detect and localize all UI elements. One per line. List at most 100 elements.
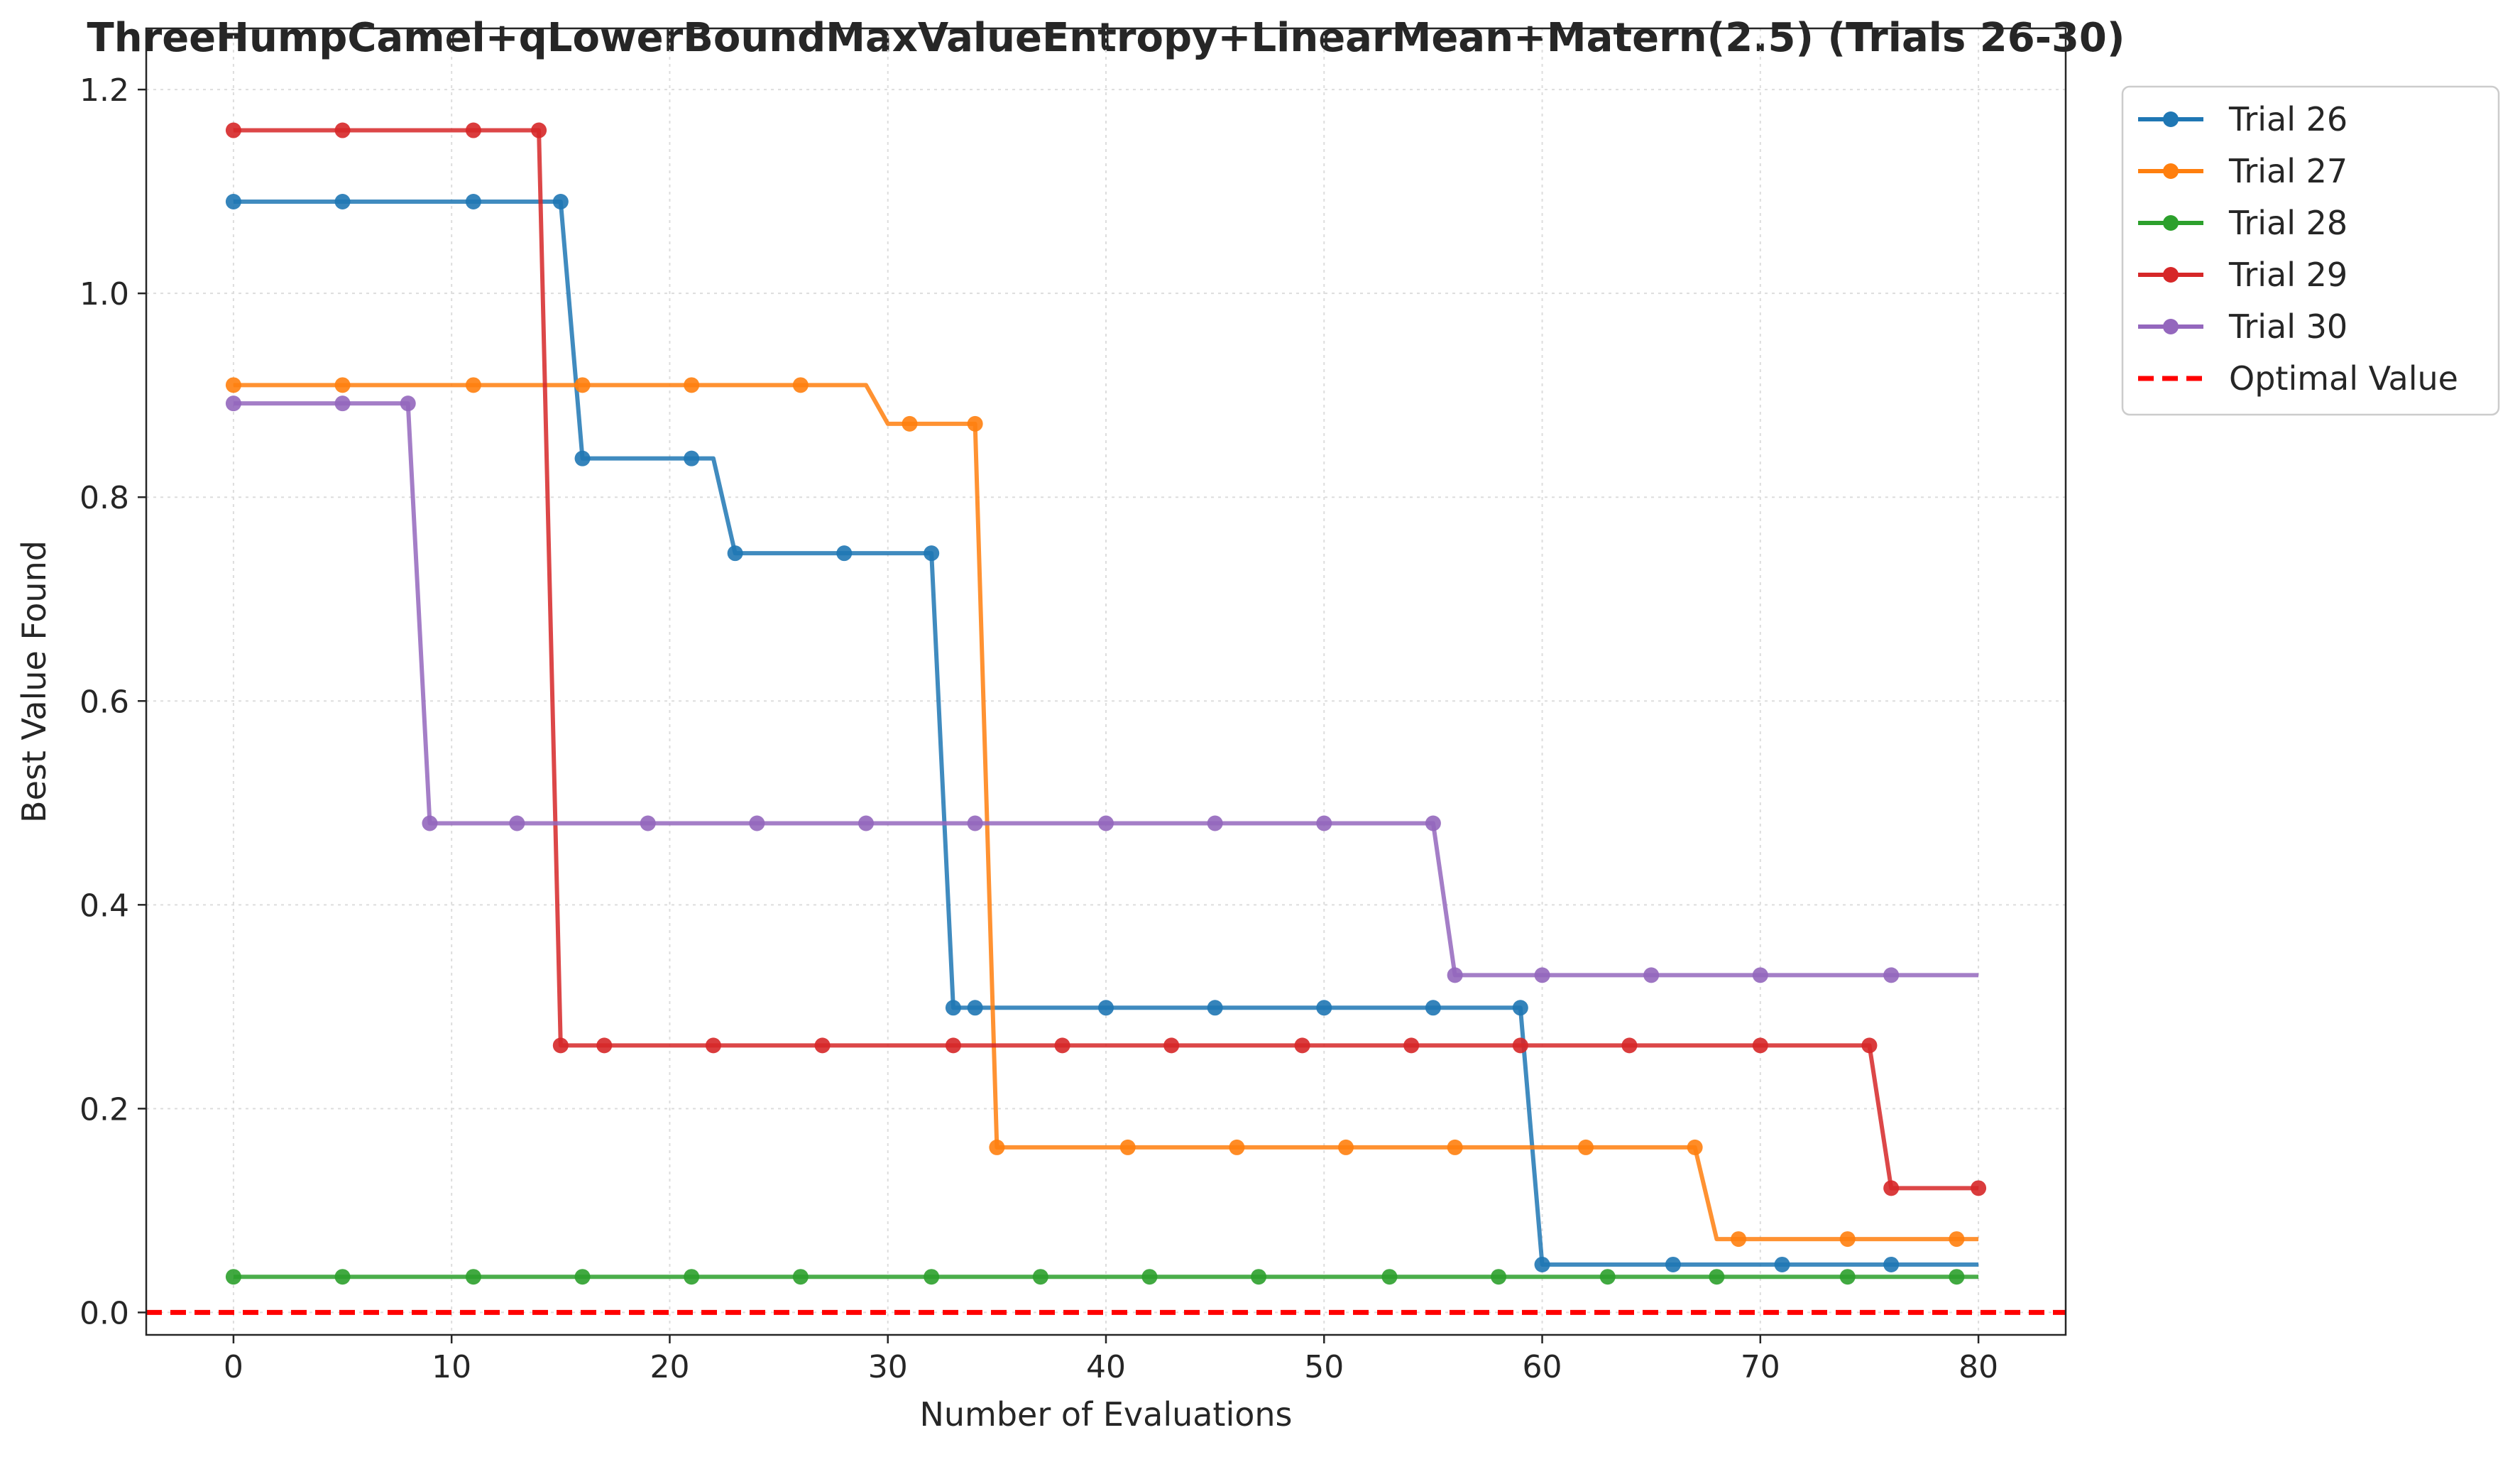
data-point: [1403, 1037, 1420, 1054]
data-point: [1425, 815, 1441, 831]
data-point: [684, 450, 700, 466]
data-point: [334, 1269, 351, 1285]
data-point: [967, 415, 983, 432]
data-point: [1578, 1139, 1594, 1155]
series-trial-28: [225, 1269, 1979, 1285]
data-point: [967, 815, 983, 831]
legend-entry: Trial 26: [2138, 100, 2348, 138]
series-line: [233, 128, 1979, 1191]
legend-label: Trial 27: [2228, 152, 2348, 190]
y-tick-label: 0.8: [80, 480, 129, 516]
x-tick-label: 20: [650, 1349, 689, 1385]
data-point: [334, 377, 351, 393]
data-point: [1207, 815, 1223, 831]
data-point: [1207, 1000, 1223, 1016]
data-point: [1949, 1231, 1965, 1248]
data-point: [836, 545, 853, 562]
axes: 0 10 20 30 40 50 60 70 80 0.0 0.2 0.4 0.6 0.8 1.0 1.2: [80, 27, 2067, 1385]
data-point: [1251, 1269, 1267, 1285]
data-point: [1687, 1139, 1703, 1155]
y-axis-label: Best Value Found: [15, 540, 53, 823]
series-trial-30: [225, 395, 1979, 983]
x-tick-label: 80: [1959, 1349, 1998, 1385]
y-tick-label: 0.6: [80, 684, 129, 720]
data-point: [465, 1269, 481, 1285]
data-point: [574, 377, 591, 393]
data-point: [1338, 1139, 1354, 1155]
data-point: [945, 1037, 961, 1054]
legend-marker: [2163, 215, 2179, 231]
data-point: [1229, 1139, 1245, 1155]
data-point: [705, 1037, 721, 1054]
data-point: [422, 815, 438, 831]
legend-marker: [2163, 111, 2179, 127]
data-point: [1949, 1269, 1965, 1285]
series-trial-26: [225, 193, 1979, 1272]
y-tick-label: 0.0: [80, 1295, 129, 1331]
data-point: [1141, 1269, 1158, 1285]
y-tick-label: 1.0: [80, 276, 129, 312]
legend-entry: Trial 27: [2138, 152, 2348, 190]
data-point: [749, 815, 765, 831]
data-point: [1883, 967, 1900, 983]
x-tick-label: 10: [432, 1349, 471, 1385]
data-point: [1861, 1037, 1878, 1054]
data-point: [1883, 1180, 1900, 1196]
x-tick-label: 50: [1304, 1349, 1344, 1385]
data-point: [640, 815, 656, 831]
data-point: [792, 1269, 809, 1285]
data-point: [945, 1000, 961, 1016]
data-point: [814, 1037, 831, 1054]
data-point: [1098, 815, 1114, 831]
data-point: [1294, 1037, 1310, 1054]
data-point: [1316, 1000, 1332, 1016]
data-point: [792, 377, 809, 393]
legend-label: Trial 30: [2228, 307, 2348, 346]
data-point: [1098, 1000, 1114, 1016]
data-point: [902, 415, 918, 432]
data-point: [924, 1269, 940, 1285]
series-trial-29: [225, 122, 1987, 1196]
legend-marker: [2163, 163, 2179, 179]
data-point: [1119, 1139, 1136, 1155]
data-point: [1971, 1180, 1987, 1196]
x-tick-label: 40: [1086, 1349, 1126, 1385]
data-point: [1621, 1037, 1638, 1054]
data-point: [1534, 967, 1550, 983]
legend-entry: Trial 30: [2138, 307, 2348, 346]
legend: Trial 26 Trial 27 Trial 28 Trial 29 Trial 30…: [2121, 85, 2500, 416]
y-tick-label: 0.4: [80, 888, 129, 924]
data-point: [1665, 1256, 1681, 1272]
y-tick-label: 1.2: [80, 72, 129, 109]
data-point: [596, 1037, 613, 1054]
data-point: [1425, 1000, 1441, 1016]
data-point: [1883, 1256, 1900, 1272]
data-point: [1839, 1231, 1856, 1248]
legend-label: Trial 26: [2228, 100, 2348, 138]
data-point: [684, 377, 700, 393]
data-point: [400, 395, 416, 412]
data-point: [1316, 815, 1332, 831]
legend-marker: [2163, 319, 2179, 334]
plot-area: [146, 122, 2066, 1315]
data-point: [225, 377, 241, 393]
data-point: [1447, 1139, 1463, 1155]
data-point: [1447, 967, 1463, 983]
data-point: [1774, 1256, 1790, 1272]
x-tick-label: 30: [868, 1349, 908, 1385]
data-point: [1381, 1269, 1398, 1285]
data-point: [334, 395, 351, 412]
data-point: [225, 122, 241, 138]
data-point: [334, 193, 351, 209]
data-point: [552, 193, 569, 209]
series-line: [233, 383, 1979, 1242]
data-point: [1534, 1256, 1550, 1272]
data-point: [858, 815, 874, 831]
data-point: [924, 545, 940, 562]
data-point: [552, 1037, 569, 1054]
data-point: [465, 377, 481, 393]
data-point: [1709, 1269, 1725, 1285]
x-tick-label: 70: [1741, 1349, 1780, 1385]
